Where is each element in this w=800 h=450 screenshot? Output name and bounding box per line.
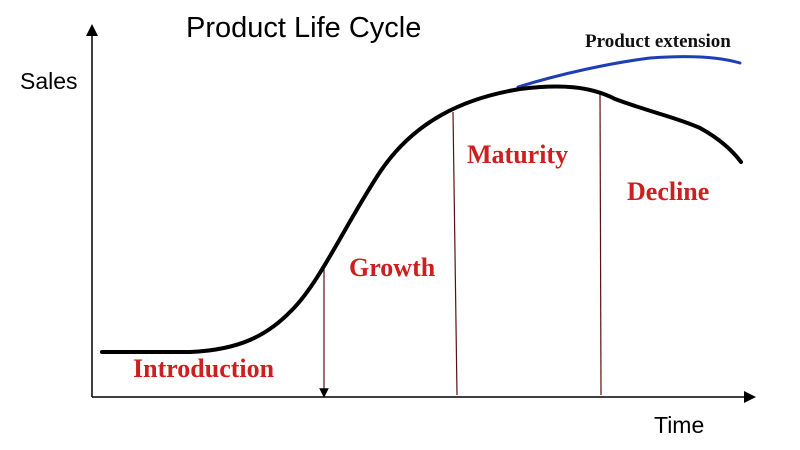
stage-label-growth: Growth <box>349 253 436 282</box>
extension-curve <box>516 55 742 89</box>
divider-growth-maturity <box>452 111 458 396</box>
stage-label-introduction: Introduction <box>133 354 275 383</box>
stage-label-decline: Decline <box>627 177 709 206</box>
divider-maturity-decline <box>599 91 602 396</box>
x-axis-label: Time <box>654 412 704 438</box>
sales-curve <box>100 84 743 354</box>
stage-label-maturity: Maturity <box>467 140 568 169</box>
extension-label: Product extension <box>585 31 731 52</box>
y-axis-label: Sales <box>20 68 78 94</box>
diagram-title: Product Life Cycle <box>186 12 421 44</box>
